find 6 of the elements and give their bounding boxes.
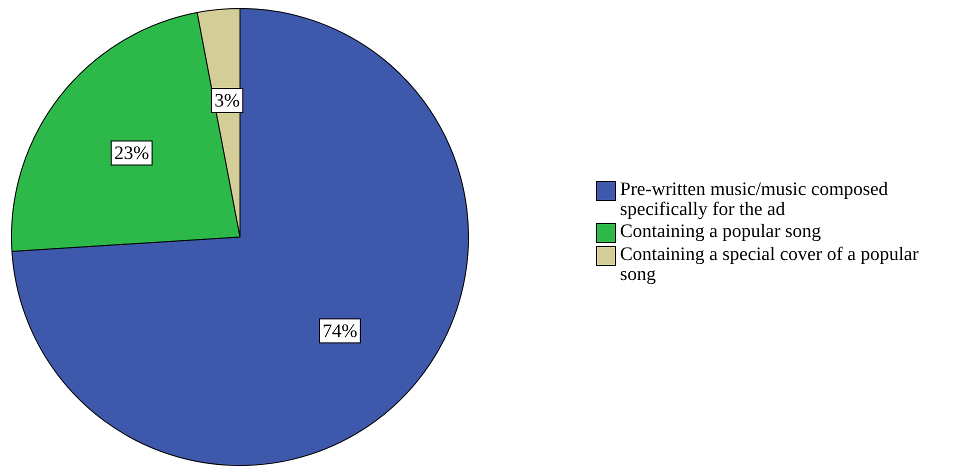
data-label: 3% xyxy=(214,90,240,112)
legend-label: Pre-written music/music composed specifically for the ad xyxy=(620,179,890,220)
legend-label: Containing a special cover of a popular song xyxy=(620,244,920,285)
data-label: 74% xyxy=(322,320,358,342)
legend-label: Containing a popular song xyxy=(620,221,822,242)
data-label: 23% xyxy=(114,142,150,164)
